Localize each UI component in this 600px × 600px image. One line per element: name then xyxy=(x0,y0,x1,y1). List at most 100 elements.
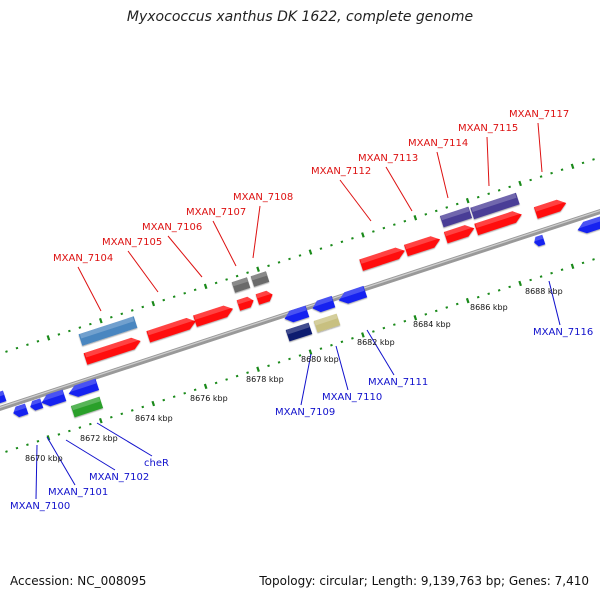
tick-mark xyxy=(246,271,249,274)
gene-label-mxan-7113[interactable]: MXAN_7113 xyxy=(358,153,418,164)
gene-mxan-7110[interactable] xyxy=(312,295,336,313)
gene-navy[interactable] xyxy=(285,322,313,342)
gene-purple-b-highlight xyxy=(471,193,517,212)
tick-mark xyxy=(592,158,595,161)
tick-marks xyxy=(5,158,595,453)
gene-label-mxan-7107[interactable]: MXAN_7107 xyxy=(186,207,246,218)
gene-label-mxan-7109[interactable]: MXAN_7109 xyxy=(275,407,335,418)
gene-label-cher[interactable]: cheR xyxy=(144,458,169,469)
gene-mxan-7109[interactable] xyxy=(284,305,310,323)
leader-mxan-7104 xyxy=(77,266,102,312)
gene-mxan-7105[interactable] xyxy=(146,318,196,343)
leader-mxan-7115 xyxy=(486,136,490,187)
gene-steelblue[interactable] xyxy=(78,316,138,346)
tick-mark xyxy=(15,346,19,350)
gene-mxan-7115-highlight xyxy=(475,211,521,228)
leader-mxan-7113 xyxy=(385,166,413,212)
tick-mark xyxy=(78,426,82,429)
gene-mxan-7101[interactable] xyxy=(30,398,44,411)
tick-mark xyxy=(225,278,228,281)
tick-mark xyxy=(57,333,61,336)
gene-mxan-7114-highlight xyxy=(444,225,474,237)
gene-mxan-7108[interactable] xyxy=(255,290,273,305)
tick-mark xyxy=(109,315,113,319)
tick-mark xyxy=(141,405,145,409)
gene-purple-b[interactable] xyxy=(470,192,520,220)
map-title: Myxococcus xanthus DK 1622, complete gen… xyxy=(126,9,474,25)
gene-mxan-7113[interactable] xyxy=(404,236,441,257)
gene-green[interactable] xyxy=(70,396,104,418)
leader-mxan-7112 xyxy=(339,179,372,222)
tick-mark xyxy=(330,243,333,247)
gene-mxan-7115[interactable] xyxy=(474,211,522,236)
gene-mxan-7116[interactable] xyxy=(534,234,546,247)
tick-mark xyxy=(5,350,8,353)
tick-mark xyxy=(5,450,8,453)
gene-steelblue-highlight xyxy=(79,316,135,339)
tick-mark xyxy=(465,297,470,304)
tick-mark xyxy=(235,374,239,378)
tick-mark xyxy=(183,291,187,295)
tick-mark xyxy=(445,206,449,209)
gene-mxan-7117[interactable] xyxy=(533,199,567,219)
gene-label-mxan-7102[interactable]: MXAN_7102 xyxy=(89,472,149,483)
gene-mxan-7100[interactable] xyxy=(13,403,29,418)
tick-mark xyxy=(382,326,386,330)
tick-mark xyxy=(78,326,82,329)
tick-mark xyxy=(172,295,176,298)
leader-mxan-7102 xyxy=(65,439,116,471)
gene-gray-a[interactable] xyxy=(231,277,251,293)
tick-mark xyxy=(151,300,156,307)
leader-cher xyxy=(96,422,153,457)
gene-mxan-7107[interactable] xyxy=(236,296,254,311)
tick-mark xyxy=(99,417,103,424)
gene-rev-edge[interactable] xyxy=(0,390,7,405)
kbp-label: 8680 kbp xyxy=(301,355,339,364)
gene-mxan-7114[interactable] xyxy=(443,225,475,244)
gene-label-mxan-7110[interactable]: MXAN_7110 xyxy=(322,392,382,403)
gene-cher-highlight xyxy=(68,378,97,393)
tick-mark xyxy=(246,371,249,374)
genome-summary-text: Topology: circular; Length: 9,139,763 bp… xyxy=(259,574,589,588)
leader-mxan-7114 xyxy=(436,151,449,199)
gene-label-mxan-7117[interactable]: MXAN_7117 xyxy=(509,109,569,120)
gene-gray-b[interactable] xyxy=(250,271,270,287)
kbp-label: 8674 kbp xyxy=(135,414,173,423)
gene-label-mxan-7116[interactable]: MXAN_7116 xyxy=(533,327,593,338)
tick-mark xyxy=(413,315,418,321)
leader-mxan-7111 xyxy=(366,329,395,376)
gene-label-mxan-7104[interactable]: MXAN_7104 xyxy=(53,253,113,264)
gene-purple-a[interactable] xyxy=(439,206,473,228)
kbp-label: 8684 kbp xyxy=(413,320,451,329)
gene-mxan-7112-highlight xyxy=(360,247,404,264)
gene-label-mxan-7115[interactable]: MXAN_7115 xyxy=(458,123,518,134)
tick-mark xyxy=(351,237,354,240)
gene-label-mxan-7105[interactable]: MXAN_7105 xyxy=(102,237,162,248)
gene-mxan-7104[interactable] xyxy=(83,337,141,365)
gene-mxan-7111[interactable] xyxy=(338,285,368,304)
gene-mxan-7106[interactable] xyxy=(193,305,233,327)
gene-label-mxan-7108[interactable]: MXAN_7108 xyxy=(233,192,293,203)
tick-mark xyxy=(225,378,228,381)
gene-cher[interactable] xyxy=(68,378,100,397)
gene-label-mxan-7111[interactable]: MXAN_7111 xyxy=(368,377,428,388)
gene-label-mxan-7114[interactable]: MXAN_7114 xyxy=(408,138,468,149)
tick-mark xyxy=(550,271,553,275)
gene-navy-highlight xyxy=(286,322,310,335)
gene-label-mxan-7101[interactable]: MXAN_7101 xyxy=(48,487,108,498)
tick-mark xyxy=(518,280,522,287)
tick-mark xyxy=(529,178,532,182)
tick-mark xyxy=(372,230,375,233)
gene-khaki[interactable] xyxy=(313,313,341,333)
gene-mxan-7112[interactable] xyxy=(359,247,405,271)
gene-label-mxan-7106[interactable]: MXAN_7106 xyxy=(142,222,202,233)
gene-label-mxan-7112[interactable]: MXAN_7112 xyxy=(311,166,371,177)
gene-rev-right[interactable] xyxy=(577,216,600,234)
gene-label-mxan-7100[interactable]: MXAN_7100 xyxy=(10,501,70,512)
tick-mark xyxy=(26,343,29,346)
tick-mark xyxy=(508,185,512,189)
tick-mark xyxy=(319,347,323,350)
tick-mark xyxy=(560,268,564,272)
gene-mxan-7102[interactable] xyxy=(41,389,67,407)
